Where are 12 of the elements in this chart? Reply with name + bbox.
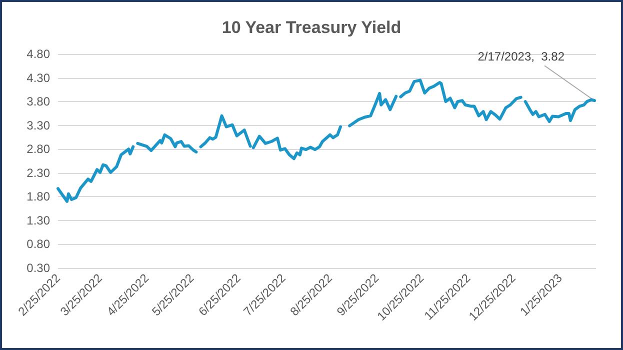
y-tick-label: 1.30 <box>26 213 50 228</box>
chart-title: 10 Year Treasury Yield <box>222 18 402 37</box>
annotation: 2/17/2023, 3.82 <box>478 50 565 64</box>
y-tick-label: 3.30 <box>26 118 50 132</box>
y-tick-label: 2.30 <box>26 166 50 180</box>
y-tick-label: 0.30 <box>26 261 50 275</box>
y-tick-label: 3.80 <box>26 94 50 109</box>
y-tick-label: 0.80 <box>26 237 50 252</box>
y-tick-label: 4.30 <box>26 70 50 85</box>
y-tick-label: 1.80 <box>26 190 50 204</box>
y-tick-label: 4.80 <box>26 47 50 61</box>
y-tick-label: 2.80 <box>26 142 50 156</box>
